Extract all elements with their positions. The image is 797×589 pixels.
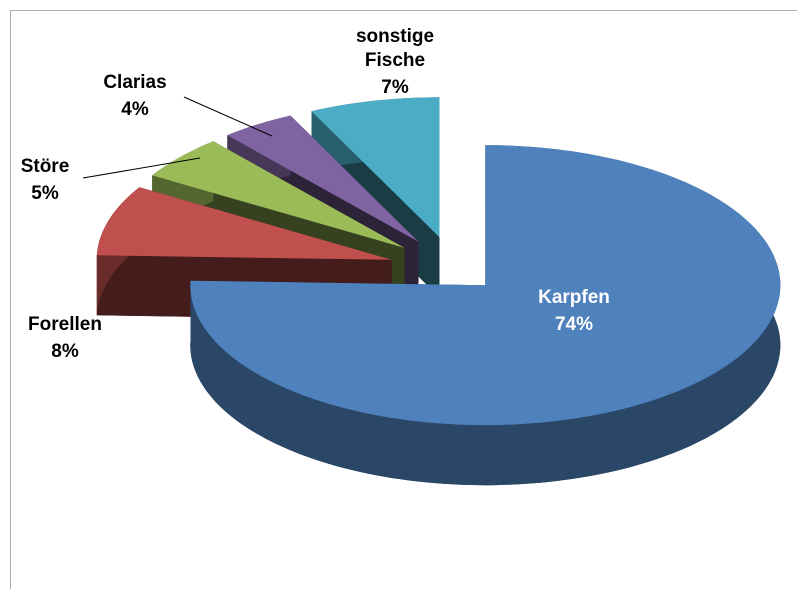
leader-line <box>183 96 273 137</box>
slice-top <box>190 145 781 426</box>
value-label: 5% <box>31 183 59 204</box>
leader-line <box>82 157 201 179</box>
slice-top <box>311 97 440 238</box>
value-label: 4% <box>121 99 149 120</box>
category-label: Störe <box>21 156 70 177</box>
slice-top <box>152 141 405 248</box>
category-label: Karpfen <box>538 287 610 308</box>
slice <box>190 145 781 486</box>
value-label: 7% <box>381 77 409 98</box>
slice-top <box>96 187 392 260</box>
chart-frame <box>10 10 797 589</box>
value-label: 74% <box>555 314 593 335</box>
category-label: sonstige Fische <box>356 26 434 71</box>
value-label: 8% <box>51 341 79 362</box>
category-label: Clarias <box>103 72 166 93</box>
category-label: Forellen <box>28 314 102 335</box>
slice-top <box>227 115 419 242</box>
